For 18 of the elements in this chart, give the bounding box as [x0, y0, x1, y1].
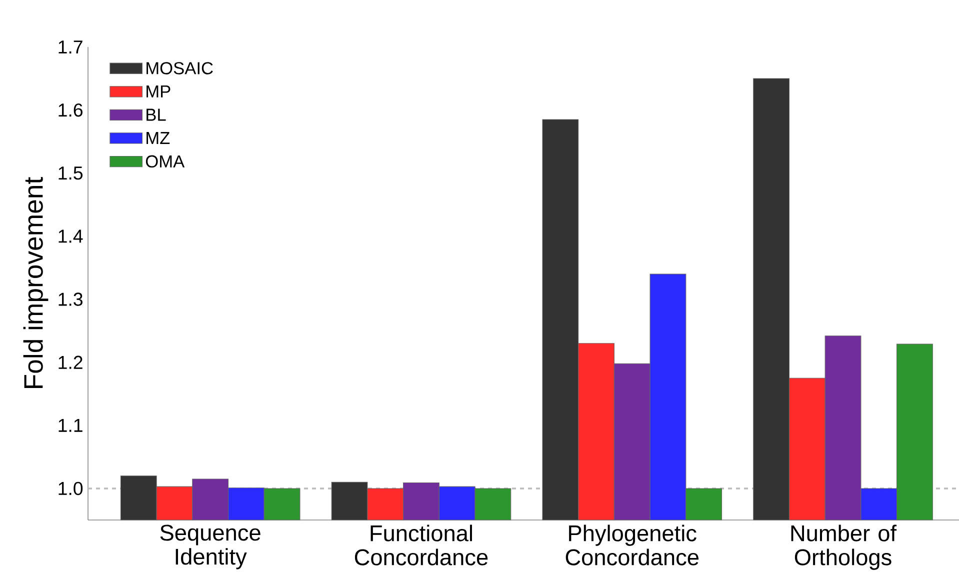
y-tick-label: 1.4	[58, 230, 83, 243]
y-tick-label: 1.5	[58, 166, 83, 180]
legend-label: MZ	[146, 132, 170, 144]
legend-label: OMA	[146, 155, 185, 168]
y-tick-label: 1.0	[58, 482, 83, 496]
x-tick-label: Sequence Identity	[160, 524, 260, 570]
y-tick-label: 1.1	[58, 418, 82, 432]
x-tick-label: Phylogenetic Concordance	[566, 524, 698, 566]
y-tick-label: 1.6	[58, 103, 82, 117]
y-tick-label: 1.7	[58, 40, 82, 54]
y-axis-title: Fold improvement	[23, 177, 48, 388]
x-tick-label: Number of Orthologs	[791, 524, 897, 570]
y-tick-label: 1.2	[58, 356, 82, 369]
legend-label: MOSAIC	[146, 62, 213, 74]
legend-label: MP	[146, 86, 170, 98]
y-tick-label: 1.3	[58, 292, 82, 306]
x-tick-label: Functional Concordance	[354, 524, 488, 566]
legend-label: BL	[146, 108, 166, 121]
